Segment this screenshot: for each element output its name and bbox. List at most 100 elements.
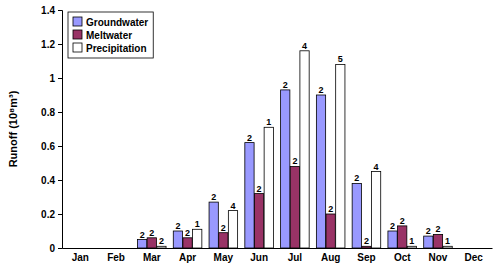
y-tick: 0 (49, 243, 62, 254)
y-tick-label: 0.8 (41, 107, 55, 118)
x-tick-label: May (214, 252, 234, 263)
y-tick-label: 0.2 (41, 209, 55, 220)
y-tick: 0.4 (41, 175, 62, 186)
bar (371, 172, 380, 249)
x-tick: Mar (143, 248, 161, 263)
y-axis-line (58, 11, 63, 249)
y-tick-mark (58, 112, 62, 113)
bar (300, 51, 309, 248)
y-tick-label: 1.2 (41, 39, 55, 50)
bar-annotation: 1 (195, 219, 200, 229)
x-tick: Nov (429, 248, 448, 263)
bar-annotation: 1 (266, 117, 271, 127)
y-tick-label: 0 (49, 243, 55, 254)
x-tick: Jul (288, 248, 303, 263)
y-tick: 0.2 (41, 209, 62, 220)
x-tick-label: Apr (179, 252, 196, 263)
bar (138, 240, 147, 249)
y-tick-mark (58, 180, 62, 181)
bar-annotation: 2 (185, 228, 190, 238)
x-tick: Jan (72, 248, 89, 263)
bar-annotation: 2 (319, 85, 324, 95)
y-tick-mark (58, 146, 62, 147)
bar (352, 183, 361, 248)
bar (219, 233, 228, 248)
bar (209, 202, 218, 248)
bar (388, 231, 397, 248)
y-tick-mark (58, 248, 62, 249)
legend-swatch (73, 43, 82, 52)
bar-annotation: 2 (257, 184, 262, 194)
y-axis: 0 0.2 0.4 0.6 0.8 1 1.2 1.4 (41, 5, 62, 254)
y-tick-mark (58, 214, 62, 215)
bar-annotation: 2 (175, 221, 180, 231)
bar-annotation: 2 (390, 221, 395, 231)
bar (183, 238, 192, 248)
bar-annotation: 1 (445, 236, 450, 246)
bar (264, 127, 273, 248)
legend-label: Meltwater (86, 30, 132, 41)
legend: Groundwater Meltwater Precipitation (68, 12, 153, 58)
y-tick-label: 0.4 (41, 175, 55, 186)
bar (362, 246, 371, 248)
annotations: 222222222222222222214145411 (140, 41, 451, 247)
legend-item: Groundwater (73, 17, 148, 28)
x-tick-label: Feb (107, 252, 125, 263)
x-tick-label: Oct (394, 252, 411, 263)
legend-frame (68, 12, 153, 58)
legend-item: Meltwater (73, 30, 132, 41)
y-tick: 0.6 (41, 141, 62, 152)
bar (157, 246, 166, 248)
y-tick-label: 1 (49, 73, 55, 84)
bar-annotation: 2 (149, 228, 154, 238)
bar (407, 246, 416, 248)
bar-annotation: 2 (426, 226, 431, 236)
bar-annotation: 1 (409, 236, 414, 246)
bar (326, 214, 335, 248)
legend-item: Precipitation (73, 43, 147, 54)
y-tick-label: 1.4 (41, 5, 55, 16)
bar (443, 246, 452, 248)
bar (290, 166, 299, 248)
bar (173, 231, 182, 248)
x-tick-label: Sep (357, 252, 375, 263)
legend-swatch (73, 17, 82, 26)
x-tick: Oct (394, 248, 411, 263)
x-tick-label: Jul (288, 252, 303, 263)
x-tick: May (214, 248, 234, 263)
y-tick: 0.8 (41, 107, 62, 118)
x-tick-label: Dec (465, 252, 484, 263)
bar (336, 64, 345, 248)
bar-annotation: 2 (364, 236, 369, 246)
y-tick-label: 0.6 (41, 141, 55, 152)
x-axis: JanFebMarAprMayJunJulAugSepOctNovDec (63, 248, 493, 263)
bar (245, 143, 254, 248)
bar-annotation: 2 (247, 133, 252, 143)
bar (193, 229, 202, 248)
bar-annotation: 2 (159, 236, 164, 246)
x-tick: Aug (321, 248, 340, 263)
y-axis-title: Runoff (10⁸m³) (7, 90, 19, 167)
bar-annotation: 4 (302, 41, 307, 51)
bar (424, 236, 433, 248)
bar (433, 234, 442, 248)
y-tick-mark (58, 78, 62, 79)
chart: 22222222222222222221414541100.20.40.60.8… (0, 0, 500, 270)
legend-label: Groundwater (86, 17, 148, 28)
y-tick-mark (58, 10, 62, 11)
bar-annotation: 2 (140, 230, 145, 240)
x-tick-label: Jan (72, 252, 89, 263)
x-tick-label: Mar (143, 252, 161, 263)
bar (228, 211, 237, 248)
y-tick-mark (58, 44, 62, 45)
x-axis-line (63, 248, 493, 249)
bar (281, 90, 290, 248)
bars (138, 51, 453, 248)
bar-annotation: 4 (374, 162, 379, 172)
bar-annotation: 5 (338, 54, 343, 64)
x-tick: Apr (179, 248, 196, 263)
y-tick: 1.4 (41, 5, 62, 16)
legend-swatch (73, 30, 82, 39)
bar-annotation: 2 (435, 224, 440, 234)
bar-annotation: 2 (354, 173, 359, 183)
